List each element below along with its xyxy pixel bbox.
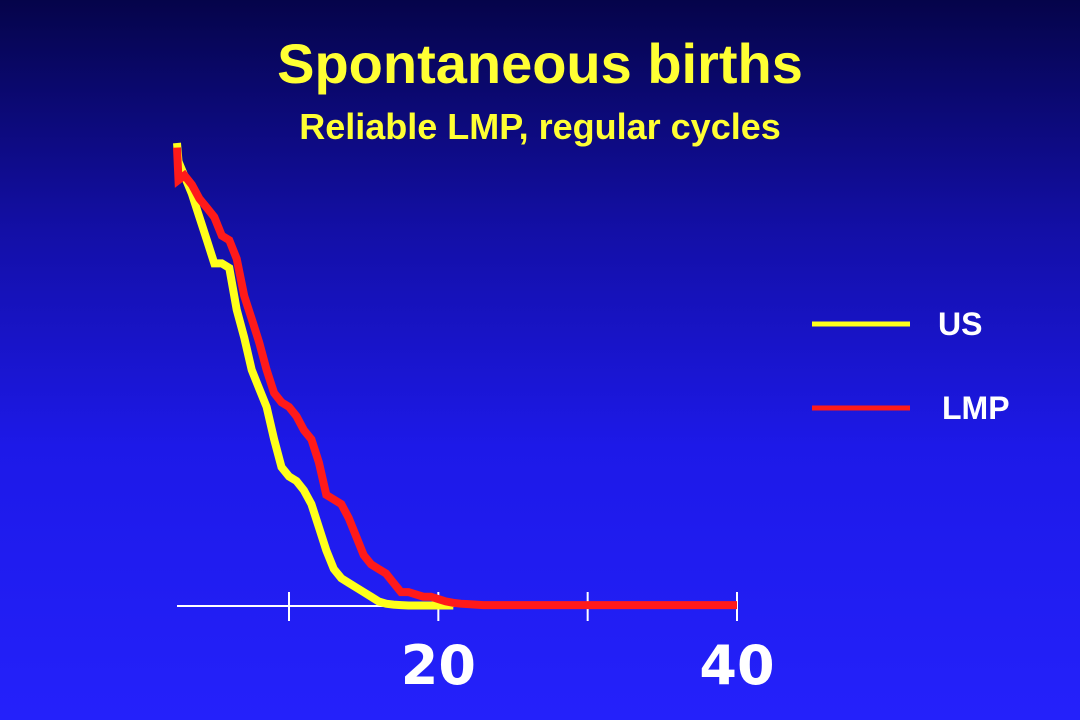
x-tick-label: 40 (699, 634, 774, 697)
series-layer (173, 142, 737, 610)
x-axis: 20 40 (177, 592, 775, 697)
series-line-us (173, 142, 454, 610)
chart-title: Spontaneous births (277, 32, 803, 95)
series-line-lmp (173, 147, 737, 610)
legend-label-lmp: LMP (942, 390, 1010, 426)
x-tick-label: 20 (401, 634, 476, 697)
legend-label-us: US (938, 306, 982, 342)
legend: US LMP (812, 306, 1010, 426)
chart-subtitle: Reliable LMP, regular cycles (299, 106, 781, 147)
